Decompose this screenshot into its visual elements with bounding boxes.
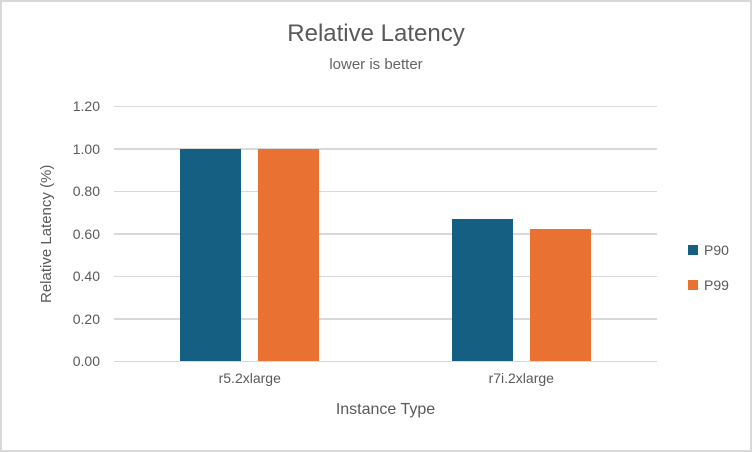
legend-item-p90: P90 [688,242,729,258]
y-tick-label: 1.20 [72,98,100,114]
bar-group-r5.2xlarge [114,106,386,361]
x-category-labels: r5.2xlarge r7i.2xlarge [114,370,657,386]
chart-subtitle: lower is better [329,56,423,73]
bar-p90-r5.2xlarge [180,148,242,361]
bar-p99-r5.2xlarge [258,148,320,361]
legend-label: P90 [704,242,729,258]
y-tick-label: 0.40 [72,268,100,284]
gridline [114,360,657,362]
x-category-label-r7i.2xlarge: r7i.2xlarge [488,370,554,386]
legend: P90 P99 [688,242,729,293]
plot-area [114,105,657,362]
chart-title: Relative Latency [287,20,465,47]
gridline [114,190,657,193]
bar-p99-r7i.2xlarge [529,229,591,361]
gridline [114,233,657,235]
y-tick-label: 0.20 [72,310,100,327]
bar-p90-r7i.2xlarge [451,218,513,361]
gridline [114,318,657,320]
y-tick-label: 1.00 [72,140,100,157]
y-axis-tick-labels: 0.00 0.20 0.40 0.60 0.80 1.00 1.20 [2,99,106,368]
gridline [114,275,657,278]
y-tick-label: 0.80 [72,183,100,199]
gridline [114,105,657,107]
x-category-label-r5.2xlarge: r5.2xlarge [218,370,281,386]
bar-groups [114,106,657,361]
legend-swatch-icon [688,245,698,255]
legend-item-p99: P99 [688,277,729,293]
bar-group-r7i.2xlarge [386,106,658,361]
x-axis-title: Instance Type [335,401,436,418]
y-tick-label: 0.00 [72,353,100,369]
legend-swatch-icon [688,280,698,290]
legend-label: P99 [704,277,729,293]
y-tick-label: 0.60 [72,225,100,242]
gridline [114,148,657,150]
